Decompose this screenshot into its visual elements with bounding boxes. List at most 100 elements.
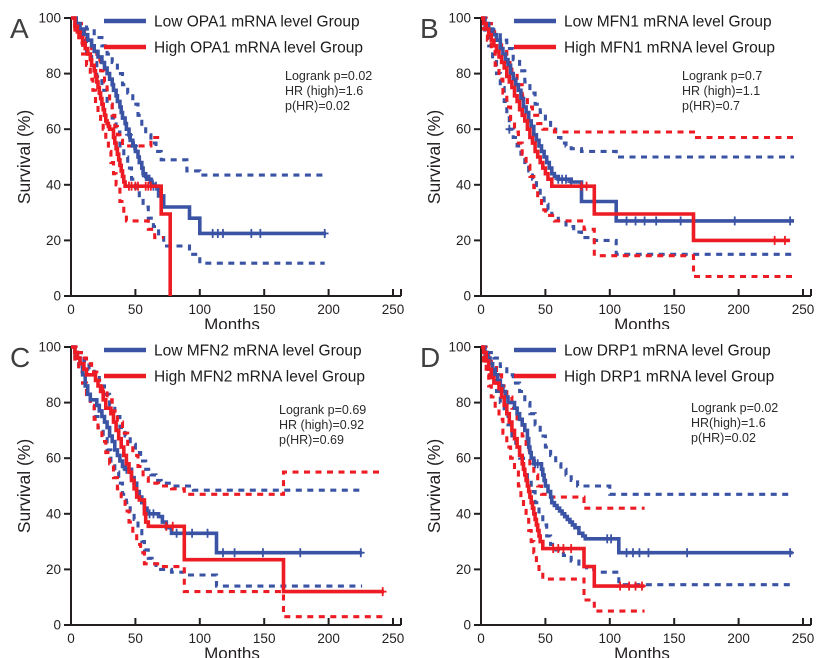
censor-mark: [219, 548, 227, 558]
x-tick-label: 100: [189, 302, 212, 317]
censor-mark: [141, 171, 150, 181]
stats-line: Logrank p=0.02: [285, 69, 372, 83]
stats-line: HR (high)=1.6: [285, 84, 363, 98]
stats-block: Logrank p=0.7HR (high)=1.1p(HR)=0.7: [682, 69, 762, 113]
series-low-ci-upper: [71, 16, 325, 177]
high-ci-upper-curve: [71, 16, 162, 148]
x-tick-label: 50: [128, 631, 143, 646]
x-tick-label: 50: [538, 631, 553, 646]
high-ci-lower-curve: [481, 16, 794, 279]
x-tick-label: 0: [67, 302, 75, 317]
censor-mark: [172, 528, 181, 538]
censor-mark: [676, 216, 685, 226]
series-low-solid: [71, 345, 365, 558]
censor-mark: [130, 141, 138, 151]
low-ci-upper-curve: [481, 16, 794, 159]
high-legend-label: High MFN2 mRNA level Group: [154, 369, 365, 386]
x-tick-label: 100: [599, 631, 622, 646]
survival-chart-b: B0 50 100 150 200 250020406080100MonthsSurviv…: [420, 11, 814, 330]
y-tick-label: 0: [463, 618, 471, 633]
censor-mark: [256, 228, 265, 238]
censor-mark: [770, 235, 779, 245]
series-low-ci-lower: [481, 345, 793, 587]
high-ci-lower-curve: [481, 345, 645, 613]
censor-mark: [622, 216, 631, 226]
high-solid-curve: [481, 345, 645, 588]
censor-mark: [781, 235, 789, 245]
x-tick-label: 200: [317, 631, 340, 646]
panel-letter: C: [10, 342, 30, 373]
survival-chart-c: C0 50 100 150 200 250020406080100MonthsSurviv…: [10, 340, 404, 658]
censor-mark: [616, 581, 624, 591]
axes: [64, 346, 402, 626]
tick-labels: 0 50 100 150 200 250 0 20 40 60 80 100: [448, 340, 814, 647]
censor-mark: [631, 581, 640, 591]
axes: [64, 17, 402, 297]
high-solid-curve: [71, 345, 384, 594]
tick-labels: 0 50 100 150 200 250 0 20 40 60 80 100: [38, 11, 404, 318]
censor-mark: [162, 521, 171, 531]
high-legend-label: High MFN1 mRNA level Group: [564, 40, 775, 57]
stats-line: Logrank p=0.7: [682, 69, 762, 83]
series-high-ci-lower: [71, 16, 164, 240]
survival-chart-d: D0 50 100 150 200 250020406080100MonthsSurviv…: [420, 340, 814, 658]
stats-line: Logrank p=0.02: [691, 401, 778, 415]
censor-mark: [730, 216, 739, 226]
high-ci-lower-curve: [71, 345, 384, 619]
censor-mark: [567, 544, 575, 554]
y-tick-label: 60: [456, 122, 471, 137]
y-tick-label: 40: [46, 506, 61, 521]
panel-letter: B: [420, 13, 439, 44]
censor-mark: [644, 548, 653, 558]
series-high-solid: [71, 345, 387, 597]
series-high-ci-lower: [481, 16, 794, 279]
censor-mark: [134, 181, 142, 191]
low-ci-upper-curve: [481, 345, 793, 496]
y-axis-label: Survival (%): [14, 439, 34, 533]
high-solid-curve: [481, 16, 791, 243]
x-tick-label: 150: [663, 631, 686, 646]
censor-mark: [638, 581, 646, 591]
censor-mark: [219, 228, 227, 238]
low-legend-label: Low MFN1 mRNA level Group: [564, 14, 772, 31]
low-legend-label: Low MFN2 mRNA level Group: [154, 343, 362, 360]
high-ci-upper-curve: [481, 345, 645, 510]
survival-chart-a: A0 50 100 150 200 250020406080100MonthsSurviv…: [10, 11, 404, 330]
series-high-ci-lower: [71, 345, 384, 619]
x-tick-label: 150: [253, 631, 276, 646]
legend: Low DRP1 mRNA level Group High DRP1 mRNA …: [514, 343, 774, 386]
series-high-ci-upper: [71, 345, 384, 496]
series-high-ci-upper: [481, 345, 645, 510]
x-tick-label: 200: [727, 631, 750, 646]
censor-mark: [629, 548, 637, 558]
legend: Low MFN1 mRNA level Group High MFN1 mRNA …: [514, 14, 775, 57]
y-tick-label: 60: [456, 451, 471, 466]
high-ci-upper-curve: [71, 345, 384, 496]
censor-mark: [607, 534, 615, 544]
x-axis-label: Months: [204, 644, 260, 658]
low-ci-lower-curve: [481, 345, 793, 587]
series-low-ci-upper: [481, 345, 793, 496]
censor-mark: [533, 459, 542, 469]
y-axis-label: Survival (%): [14, 110, 34, 204]
stats-line: HR (high)=1.1: [682, 84, 760, 98]
axes: [474, 346, 812, 626]
high-legend-label: High DRP1 mRNA level Group: [564, 369, 774, 386]
x-tick-label: 250: [792, 631, 815, 646]
x-tick-label: 250: [382, 302, 405, 317]
censor-mark: [622, 548, 631, 558]
high-solid-curve: [71, 16, 172, 296]
panel-b: B 0 50 100 150 200 250 0 20 40 60 80 100 Months Surviv…: [410, 0, 820, 330]
stats-line: p(HR)=0.02: [691, 431, 756, 445]
y-tick-label: 0: [53, 618, 61, 633]
censor-mark: [378, 587, 387, 597]
x-tick-label: 0: [477, 631, 485, 646]
stats-line: p(HR)=0.02: [285, 99, 350, 113]
censor-mark: [505, 124, 514, 134]
stats-line: Logrank p=0.69: [279, 403, 366, 417]
x-tick-label: 50: [128, 302, 143, 317]
x-axis-label: Months: [614, 644, 670, 658]
